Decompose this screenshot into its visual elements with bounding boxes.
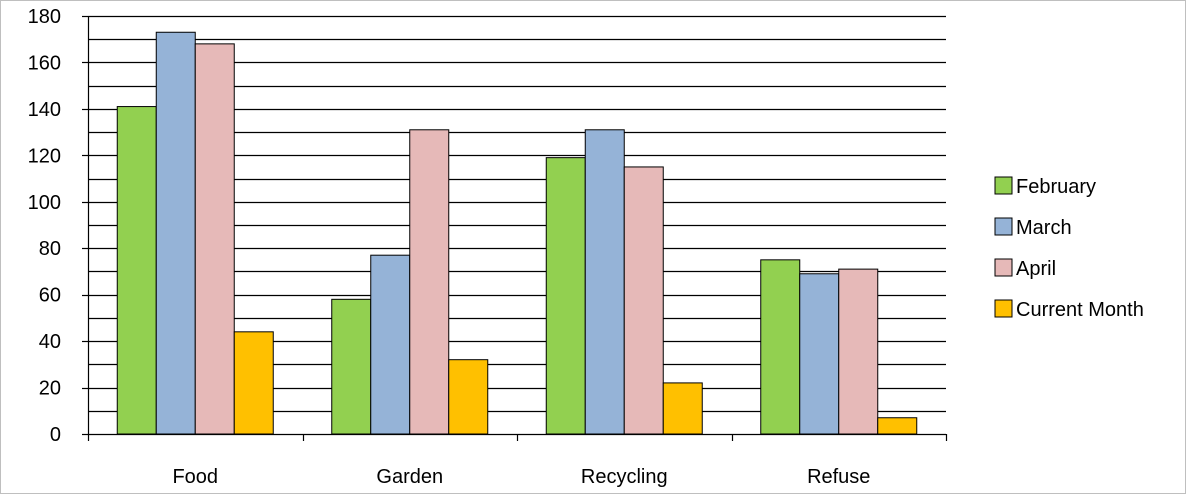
- y-tick-label: 120: [28, 145, 61, 167]
- bar-recycling-march: [584, 129, 625, 435]
- legend-swatch: [994, 176, 1013, 195]
- bar-recycling-february: [545, 157, 586, 435]
- bar-food-april: [194, 43, 235, 435]
- axes: [82, 15, 948, 441]
- bars: [116, 31, 918, 435]
- y-tick-label: 100: [28, 192, 61, 214]
- bar-refuse-february: [760, 259, 801, 435]
- bar-garden-current-month: [448, 359, 489, 435]
- legend-swatch: [994, 299, 1013, 318]
- legend-label: March: [1016, 217, 1072, 239]
- bar-garden-march: [370, 254, 411, 435]
- legend-label: April: [1016, 258, 1056, 280]
- legend-label: February: [1016, 176, 1096, 198]
- legend: February March April Current Month: [994, 176, 1144, 321]
- bar-recycling-april: [623, 166, 664, 435]
- y-tick-label: 160: [28, 52, 61, 74]
- y-tick-label: 180: [28, 6, 61, 28]
- y-tick-label: 20: [39, 378, 61, 400]
- y-tick-label: 140: [28, 99, 61, 121]
- bar-refuse-march: [799, 273, 840, 435]
- x-tick-label: Garden: [376, 466, 443, 488]
- bar-food-february: [116, 106, 157, 435]
- legend-swatch: [994, 217, 1013, 236]
- x-tick-label: Food: [172, 466, 218, 488]
- bar-garden-april: [409, 129, 450, 435]
- y-tick-label: 40: [39, 331, 61, 353]
- x-tick-label: Refuse: [807, 466, 870, 488]
- legend-swatch: [994, 258, 1013, 277]
- y-tick-labels: 0 20 40 60 80 100 120 140 160 180: [28, 6, 61, 446]
- legend-label: Current Month: [1016, 299, 1144, 321]
- y-tick-label: 60: [39, 285, 61, 307]
- bar-food-march: [155, 31, 196, 435]
- x-tick-label: Recycling: [581, 466, 668, 488]
- x-tick-labels: Food Garden Recycling Refuse: [172, 466, 870, 488]
- bar-refuse-april: [838, 268, 879, 435]
- y-tick-label: 0: [50, 424, 61, 446]
- bar-refuse-current-month: [877, 417, 918, 435]
- bar-garden-february: [331, 298, 372, 435]
- y-tick-label: 80: [39, 238, 61, 260]
- bar-recycling-current-month: [662, 382, 703, 435]
- bar-food-current-month: [233, 331, 274, 435]
